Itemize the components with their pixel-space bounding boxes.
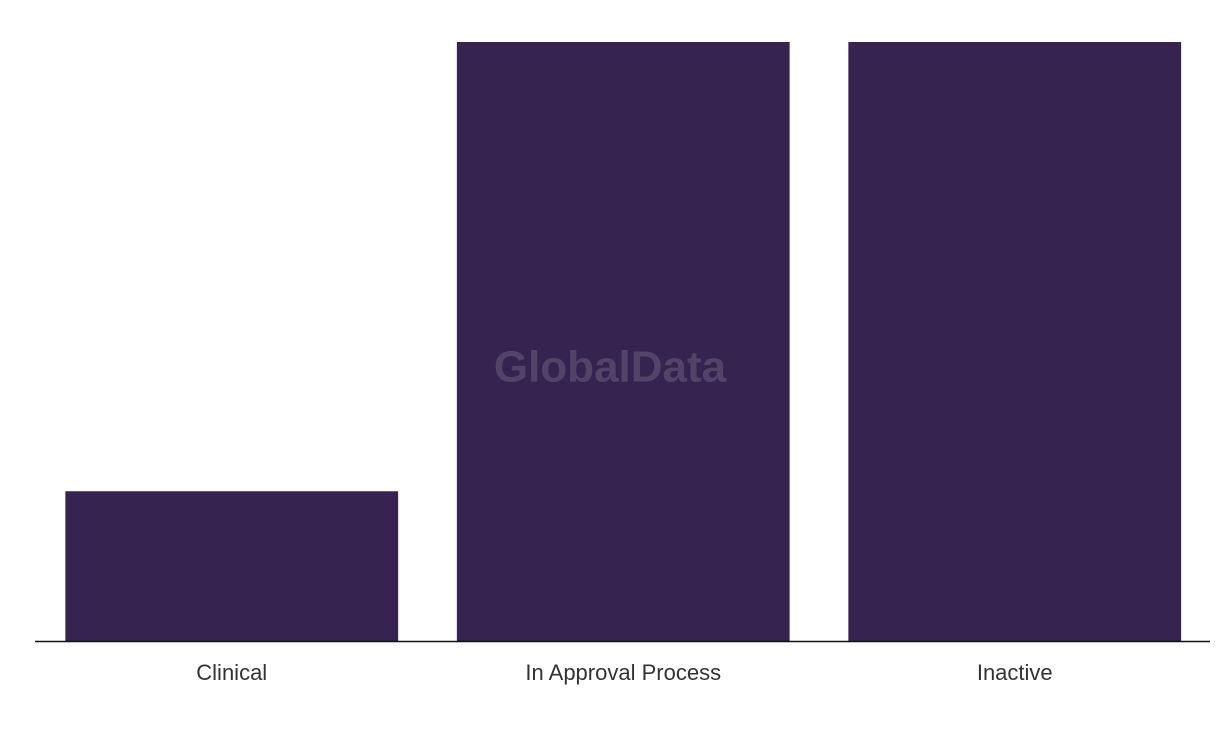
x-tick-label: In Approval Process <box>525 660 721 685</box>
x-tick-label: Clinical <box>196 660 267 685</box>
bar <box>65 491 399 641</box>
x-tick-label: Inactive <box>977 660 1053 685</box>
watermark: GlobalData <box>494 343 727 392</box>
bar <box>456 42 790 641</box>
bar <box>848 42 1182 641</box>
